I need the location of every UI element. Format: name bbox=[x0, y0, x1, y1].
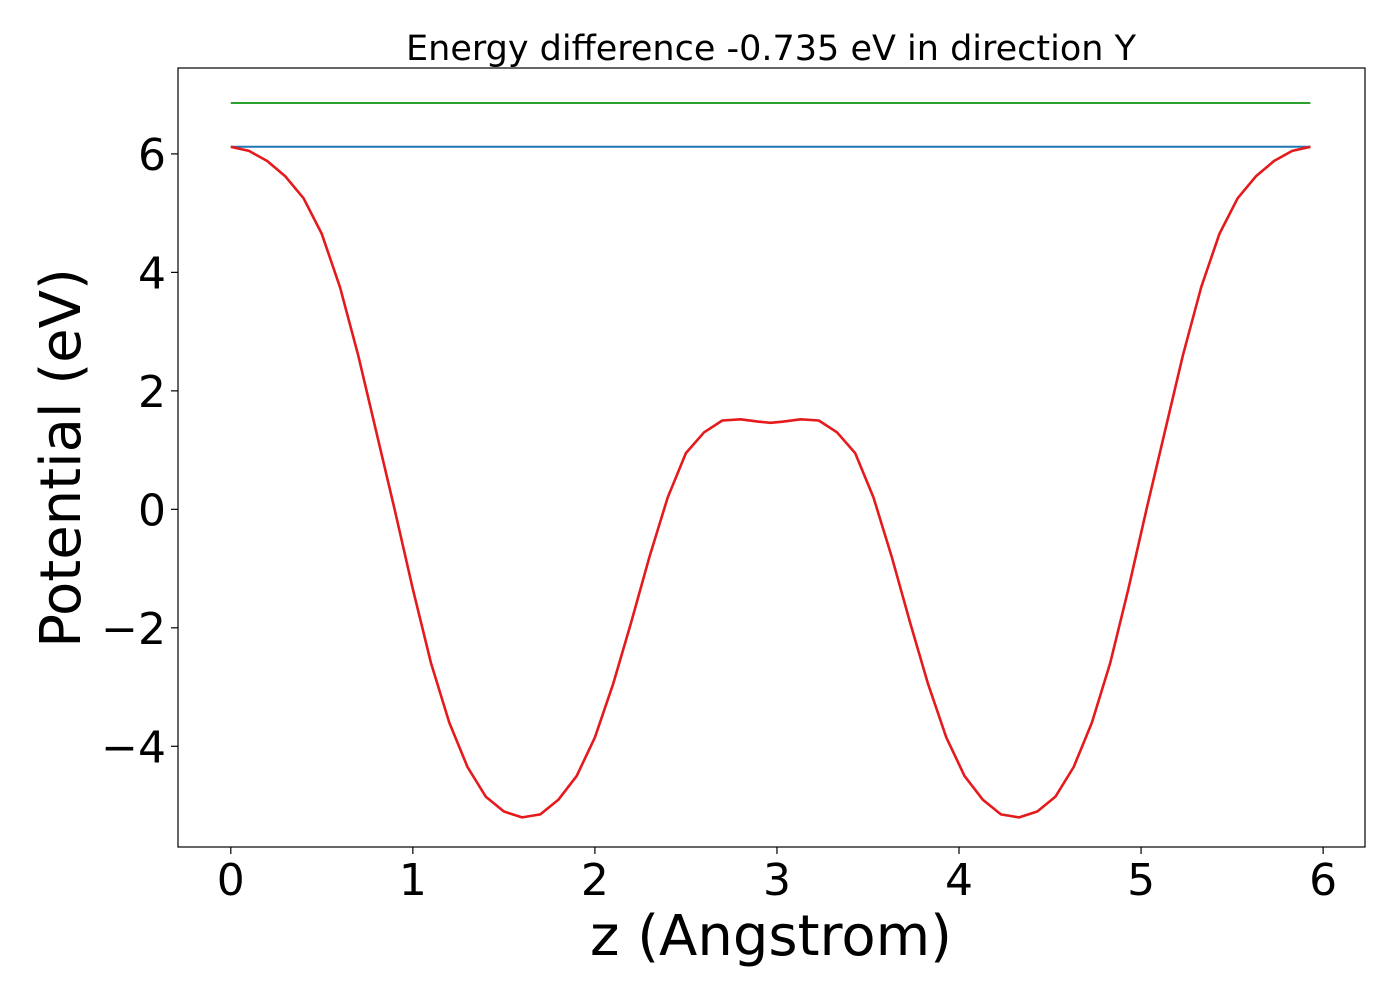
x-tick-label: 0 bbox=[217, 855, 245, 906]
y-tick-label: −4 bbox=[101, 722, 166, 773]
x-tick-label: 2 bbox=[581, 855, 609, 906]
y-axis-ticks: −4 −2 0 2 4 6 bbox=[101, 130, 178, 773]
plot-lines bbox=[230, 102, 1311, 819]
x-tick-label: 5 bbox=[1127, 855, 1155, 906]
chart-title: Energy difference -0.735 eV in direction… bbox=[406, 29, 1137, 69]
y-tick-label: 2 bbox=[138, 367, 166, 418]
x-tick-label: 3 bbox=[763, 855, 791, 906]
x-tick-label: 6 bbox=[1309, 855, 1337, 906]
x-tick-label: 4 bbox=[945, 855, 973, 906]
y-tick-label: −2 bbox=[101, 604, 166, 655]
x-axis-label: z (Angstrom) bbox=[590, 904, 952, 969]
y-tick-label: 0 bbox=[138, 485, 166, 536]
y-tick-label: 6 bbox=[138, 130, 166, 181]
x-axis-ticks: 0 1 2 3 4 5 6 bbox=[217, 847, 1337, 906]
series-line-potential bbox=[230, 145, 1311, 819]
x-tick-label: 1 bbox=[399, 855, 427, 906]
plot-frame bbox=[177, 67, 1366, 848]
y-axis-label: Potential (eV) bbox=[29, 268, 94, 648]
y-tick-label: 4 bbox=[138, 248, 166, 299]
